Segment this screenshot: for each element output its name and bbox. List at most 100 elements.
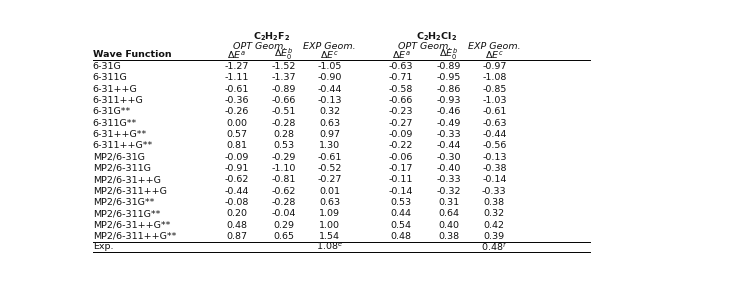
- Text: -0.44: -0.44: [436, 141, 461, 150]
- Text: 0.53: 0.53: [390, 198, 412, 207]
- Text: -0.51: -0.51: [272, 107, 296, 116]
- Text: -0.23: -0.23: [389, 107, 413, 116]
- Text: -0.56: -0.56: [482, 141, 506, 150]
- Text: 6-31G: 6-31G: [93, 62, 122, 71]
- Text: -0.11: -0.11: [389, 175, 413, 184]
- Text: 1.00: 1.00: [319, 221, 340, 230]
- Text: -0.40: -0.40: [436, 164, 461, 173]
- Text: -1.10: -1.10: [272, 164, 296, 173]
- Text: -0.81: -0.81: [272, 175, 296, 184]
- Text: -1.05: -1.05: [317, 62, 342, 71]
- Text: 0.31: 0.31: [438, 198, 459, 207]
- Text: -0.27: -0.27: [389, 119, 413, 128]
- Text: 0.32: 0.32: [319, 107, 340, 116]
- Text: -0.61: -0.61: [482, 107, 506, 116]
- Text: -0.09: -0.09: [224, 153, 249, 162]
- Text: 0.38: 0.38: [484, 198, 505, 207]
- Text: 0.57: 0.57: [226, 130, 247, 139]
- Text: -0.28: -0.28: [272, 198, 296, 207]
- Text: $\Delta E^a$: $\Delta E^a$: [392, 49, 410, 61]
- Text: OPT Geom.: OPT Geom.: [399, 42, 452, 51]
- Text: 0.20: 0.20: [226, 209, 247, 218]
- Text: -0.86: -0.86: [436, 85, 461, 94]
- Text: -1.11: -1.11: [224, 73, 249, 82]
- Text: $\mathbf{C_2H_2F_2}$: $\mathbf{C_2H_2F_2}$: [253, 31, 290, 44]
- Text: EXP Geom.: EXP Geom.: [303, 42, 356, 51]
- Text: -0.63: -0.63: [389, 62, 413, 71]
- Text: MP2/6-31G: MP2/6-31G: [93, 153, 145, 162]
- Text: 0.38: 0.38: [438, 232, 459, 241]
- Text: $\Delta E_0^{b}$: $\Delta E_0^{b}$: [275, 47, 294, 62]
- Text: -0.89: -0.89: [272, 85, 296, 94]
- Text: -0.33: -0.33: [482, 186, 507, 196]
- Text: 0.64: 0.64: [438, 209, 459, 218]
- Text: 0.63: 0.63: [319, 198, 340, 207]
- Text: -0.85: -0.85: [482, 85, 506, 94]
- Text: -0.08: -0.08: [224, 198, 249, 207]
- Text: 6-311G: 6-311G: [93, 73, 128, 82]
- Text: -0.14: -0.14: [389, 186, 413, 196]
- Text: 0.44: 0.44: [390, 209, 412, 218]
- Text: 0.65: 0.65: [273, 232, 294, 241]
- Text: MP2/6-311G**: MP2/6-311G**: [93, 209, 160, 218]
- Text: 0.48: 0.48: [226, 221, 247, 230]
- Text: -0.66: -0.66: [272, 96, 296, 105]
- Text: -0.90: -0.90: [317, 73, 342, 82]
- Text: MP2/6-31++G: MP2/6-31++G: [93, 175, 161, 184]
- Text: -0.38: -0.38: [482, 164, 506, 173]
- Text: -0.44: -0.44: [482, 130, 506, 139]
- Text: -0.44: -0.44: [317, 85, 342, 94]
- Text: 0.00: 0.00: [226, 119, 247, 128]
- Text: MP2/6-311G: MP2/6-311G: [93, 164, 151, 173]
- Text: -1.37: -1.37: [272, 73, 296, 82]
- Text: $\Delta E^c$: $\Delta E^c$: [320, 49, 339, 61]
- Text: MP2/6-31++G**: MP2/6-31++G**: [93, 221, 170, 230]
- Text: -0.14: -0.14: [482, 175, 506, 184]
- Text: -0.71: -0.71: [389, 73, 413, 82]
- Text: MP2/6-311++G**: MP2/6-311++G**: [93, 232, 176, 241]
- Text: -0.66: -0.66: [389, 96, 413, 105]
- Text: 1.09: 1.09: [319, 209, 340, 218]
- Text: 6-31G**: 6-31G**: [93, 107, 131, 116]
- Text: 0.42: 0.42: [484, 221, 505, 230]
- Text: 0.63: 0.63: [319, 119, 340, 128]
- Text: 1.54: 1.54: [319, 232, 340, 241]
- Text: -0.61: -0.61: [224, 85, 249, 94]
- Text: -0.44: -0.44: [224, 186, 249, 196]
- Text: 0.97: 0.97: [319, 130, 340, 139]
- Text: -0.63: -0.63: [482, 119, 506, 128]
- Text: 0.01: 0.01: [319, 186, 340, 196]
- Text: -0.52: -0.52: [317, 164, 342, 173]
- Text: 0.48$^f$: 0.48$^f$: [481, 240, 508, 253]
- Text: 0.32: 0.32: [484, 209, 505, 218]
- Text: 1.30: 1.30: [319, 141, 340, 150]
- Text: -0.30: -0.30: [436, 153, 461, 162]
- Text: -0.27: -0.27: [317, 175, 342, 184]
- Text: 6-31++G: 6-31++G: [93, 85, 137, 94]
- Text: 6-311++G**: 6-311++G**: [93, 141, 153, 150]
- Text: 0.48: 0.48: [390, 232, 412, 241]
- Text: -0.36: -0.36: [224, 96, 249, 105]
- Text: 0.87: 0.87: [226, 232, 247, 241]
- Text: -0.29: -0.29: [272, 153, 296, 162]
- Text: Wave Function: Wave Function: [93, 50, 171, 59]
- Text: 0.81: 0.81: [226, 141, 247, 150]
- Text: OPT Geom.: OPT Geom.: [233, 42, 287, 51]
- Text: -0.22: -0.22: [389, 141, 413, 150]
- Text: -0.62: -0.62: [224, 175, 249, 184]
- Text: 0.54: 0.54: [390, 221, 412, 230]
- Text: 0.39: 0.39: [484, 232, 505, 241]
- Text: -0.49: -0.49: [436, 119, 461, 128]
- Text: $\mathbf{C_2H_2Cl_2}$: $\mathbf{C_2H_2Cl_2}$: [415, 31, 457, 44]
- Text: -0.26: -0.26: [224, 107, 249, 116]
- Text: -0.46: -0.46: [436, 107, 461, 116]
- Text: -0.61: -0.61: [317, 153, 342, 162]
- Text: -1.52: -1.52: [272, 62, 296, 71]
- Text: -0.58: -0.58: [389, 85, 413, 94]
- Text: 0.29: 0.29: [273, 221, 294, 230]
- Text: -0.13: -0.13: [482, 153, 506, 162]
- Text: 1.08$^e$: 1.08$^e$: [316, 240, 343, 252]
- Text: 6-311++G: 6-311++G: [93, 96, 144, 105]
- Text: 0.53: 0.53: [273, 141, 294, 150]
- Text: -0.33: -0.33: [436, 175, 461, 184]
